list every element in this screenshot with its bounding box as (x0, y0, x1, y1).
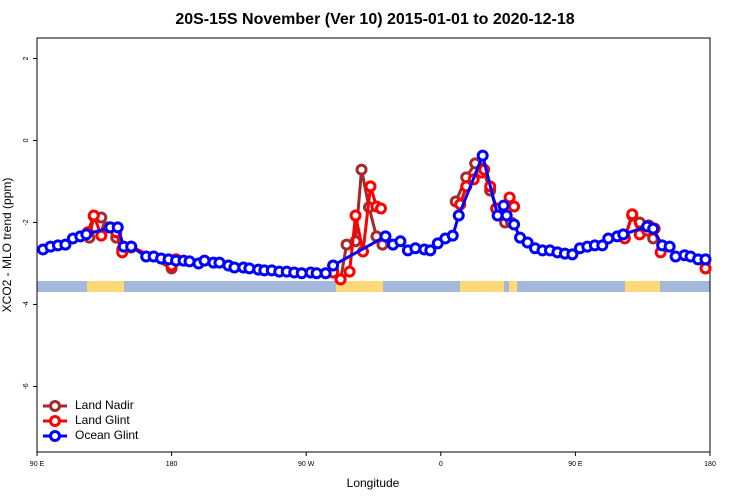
point (500, 209, 513, 222)
x-tick-label: 180 (704, 461, 716, 468)
land-mask-band (37, 281, 710, 292)
point (476, 149, 489, 162)
legend-label: Land Nadir (75, 398, 134, 412)
x-axis-label: Longitude (347, 476, 400, 490)
point (125, 240, 138, 253)
point (508, 218, 521, 231)
land-band (509, 281, 517, 292)
x-tick-label: 90 E (568, 461, 583, 468)
legend-label: Ocean Glint (75, 428, 139, 442)
point (647, 222, 660, 235)
legend-marker (49, 430, 61, 442)
point (334, 273, 347, 286)
point (394, 235, 407, 248)
land-band (87, 281, 124, 292)
legend-marker (49, 415, 61, 427)
land-band (336, 281, 383, 292)
point (663, 240, 676, 253)
y-tick-label: -6 (23, 383, 30, 389)
plot-frame (36, 37, 711, 453)
point (521, 236, 534, 249)
point (111, 221, 124, 234)
y-axis-label: XCO2 - MLO trend (ppm) (0, 178, 14, 313)
point (87, 209, 100, 222)
point (374, 202, 387, 215)
point (497, 199, 510, 212)
legend-marker (49, 400, 61, 412)
point (566, 248, 579, 261)
point (327, 259, 340, 272)
point (364, 180, 377, 193)
y-tick-label: 0 (23, 138, 30, 142)
point (503, 191, 516, 204)
point (349, 209, 362, 222)
point (319, 267, 332, 280)
point (452, 209, 465, 222)
point (80, 228, 93, 241)
chart-title: 20S-15S November (Ver 10) 2015-01-01 to … (175, 11, 574, 28)
land-band (625, 281, 660, 292)
x-tick-label: 90 W (298, 461, 315, 468)
land-band (460, 281, 504, 292)
y-tick-label: -4 (23, 301, 30, 307)
point (446, 229, 459, 242)
x-tick-label: 90 E (30, 461, 45, 468)
point (424, 244, 437, 257)
point (626, 208, 639, 221)
x-tick-label: 180 (166, 461, 178, 468)
point (508, 200, 521, 213)
legend-label: Land Glint (75, 413, 130, 427)
y-tick-label: -2 (23, 219, 30, 225)
point (617, 228, 630, 241)
point (596, 239, 609, 252)
x-tick-label: 0 (439, 461, 443, 468)
point (379, 230, 392, 243)
point (355, 163, 368, 176)
point (59, 238, 72, 251)
series (36, 149, 712, 280)
y-tick-label: 2 (23, 56, 30, 60)
point (699, 253, 712, 266)
point (343, 265, 356, 278)
